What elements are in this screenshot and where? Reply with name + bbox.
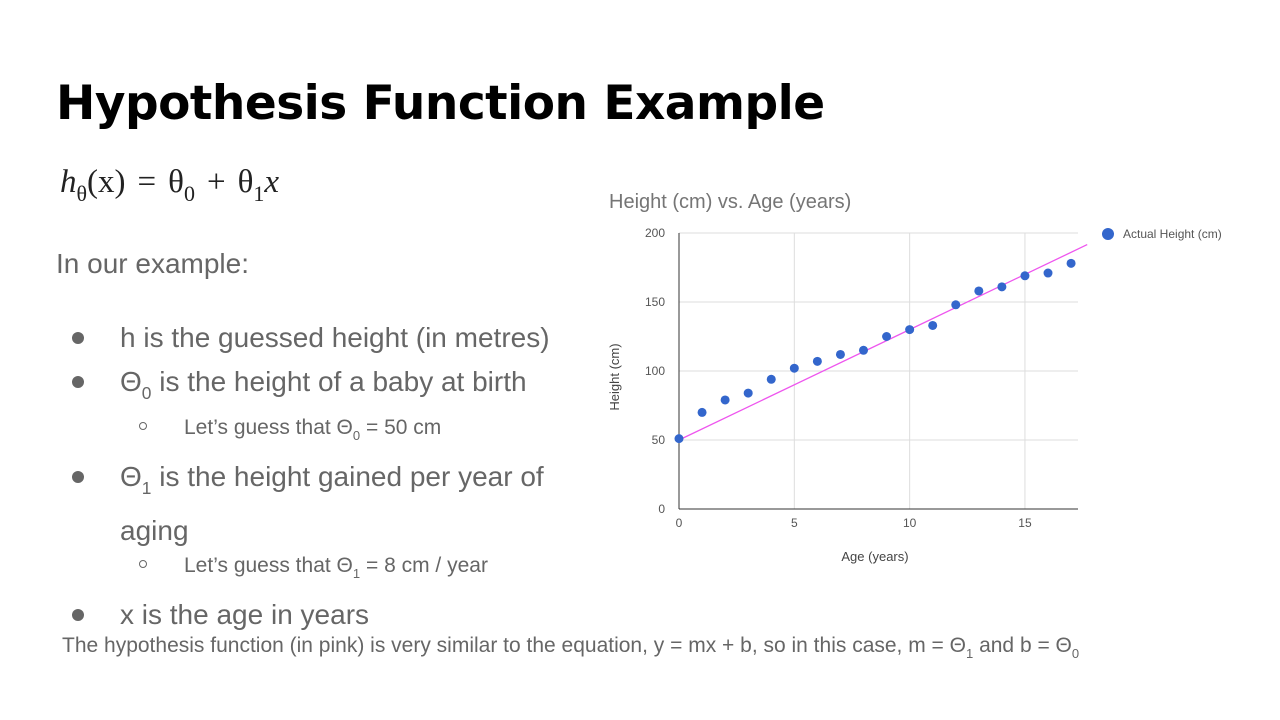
y-tick-label: 50: [652, 433, 666, 447]
legend-marker: [1102, 228, 1114, 240]
data-point: [812, 356, 822, 366]
data-point: [1020, 271, 1030, 281]
bullet-theta0: Θ0 is the height of a baby at birth: [56, 360, 596, 415]
formula-theta0-subscript: 0: [183, 181, 195, 206]
formula-theta1: θ: [237, 164, 254, 200]
bullet-theta-symbol: Θ: [120, 460, 142, 492]
chart-marks: [674, 244, 1088, 444]
formula-h-subscript: θ: [76, 181, 88, 206]
x-tick-label: 0: [676, 516, 683, 530]
bullet-dot: [72, 332, 84, 344]
intro-text: In our example:: [56, 248, 249, 279]
data-point: [882, 332, 892, 341]
formula-plus: +: [206, 164, 226, 200]
sub-bullet-subscript: 1: [352, 566, 361, 582]
data-point: [789, 363, 799, 373]
caption-text: The hypothesis function (in pink) is ver…: [62, 634, 966, 657]
slide-title: Hypothesis Function Example: [56, 76, 825, 131]
caption-subscript-1: 1: [965, 645, 974, 661]
data-point: [974, 286, 984, 296]
bullet-dot: [72, 470, 84, 483]
x-axis-label: Age (years): [841, 549, 908, 564]
bullet-h: h is the guessed height (in metres): [56, 316, 596, 360]
y-tick-label: 100: [645, 364, 665, 378]
chart-title: Height (cm) vs. Age (years): [609, 191, 851, 213]
x-tick-label: 5: [791, 516, 798, 530]
data-point: [674, 434, 684, 444]
data-point: [951, 300, 961, 310]
chart-axes: [678, 233, 1078, 510]
data-point: [766, 374, 776, 384]
data-point: [928, 320, 938, 330]
bullet-x: x is the age in years: [56, 593, 596, 637]
formula-equals: =: [137, 164, 157, 200]
data-point: [835, 349, 845, 359]
bullet-text: x is the age in years: [120, 599, 370, 631]
chart-legend: Actual Height (cm): [1102, 227, 1222, 241]
sub-bullet-ring: [139, 560, 147, 569]
sub-bullet-value: = 50 cm: [360, 415, 442, 439]
bullet-text: is the height of a baby at birth: [151, 366, 527, 397]
data-point: [697, 407, 707, 417]
y-tick-label: 0: [658, 502, 665, 516]
bullet-theta-subscript: 1: [141, 477, 152, 498]
formula-h: h: [60, 164, 77, 200]
sub-bullet-value: = 8 cm / year: [360, 554, 488, 578]
bullet-text: is the height gained per year of aging: [120, 460, 544, 547]
sub-bullet-text: Let’s guess that Θ: [184, 415, 353, 439]
data-point: [859, 345, 869, 355]
y-tick-label: 200: [645, 226, 665, 240]
sub-bullet-subscript: 0: [352, 427, 361, 443]
bullet-dot: [72, 376, 84, 388]
sub-bullet-text: Let’s guess that Θ: [184, 554, 353, 578]
data-point: [720, 395, 730, 405]
y-axis-label: Height (cm): [607, 343, 622, 410]
data-point: [1066, 258, 1076, 268]
sub-bullet-theta0-guess: Let’s guess that Θ0 = 50 cm: [56, 411, 596, 453]
caption: The hypothesis function (in pink) is ver…: [62, 634, 1079, 661]
hypothesis-formula: hθ(x) = θ0 + θ1x: [60, 164, 279, 207]
x-tick-label: 15: [1018, 516, 1032, 530]
formula-theta0: θ: [168, 164, 184, 200]
formula-x: x: [264, 164, 280, 200]
bullet-list: h is the guessed height (in metres) Θ0 i…: [56, 316, 596, 637]
data-point: [997, 282, 1007, 292]
x-tick-label: 10: [903, 516, 917, 530]
bullet-dot: [72, 609, 84, 622]
formula-theta1-subscript: 1: [253, 181, 265, 206]
bullet-text: h is the guessed height (in metres): [120, 322, 550, 353]
chart-tick-labels: 0 50 100 150 200 0 5 10 15: [645, 226, 1032, 530]
legend-label: Actual Height (cm): [1123, 227, 1222, 241]
bullet-theta-subscript: 0: [141, 382, 152, 403]
y-tick-label: 150: [645, 295, 665, 309]
sub-bullet-ring: [139, 421, 147, 430]
data-point: [905, 325, 915, 335]
caption-text-mid: and b = Θ: [973, 634, 1072, 657]
formula-argument: (x): [87, 164, 126, 200]
hypothesis-line: [678, 244, 1088, 441]
data-point: [1043, 268, 1053, 278]
sub-bullet-theta1-guess: Let’s guess that Θ1 = 8 cm / year: [56, 549, 596, 591]
bullet-theta1: Θ1 is the height gained per year of agin…: [56, 455, 596, 554]
data-point: [743, 388, 753, 398]
height-vs-age-chart: Height (cm) vs. Age (years) 050100150200…: [607, 191, 1222, 564]
caption-subscript-0: 0: [1071, 645, 1080, 661]
chart-grid: [679, 232, 1078, 509]
bullet-theta-symbol: Θ: [120, 366, 142, 397]
